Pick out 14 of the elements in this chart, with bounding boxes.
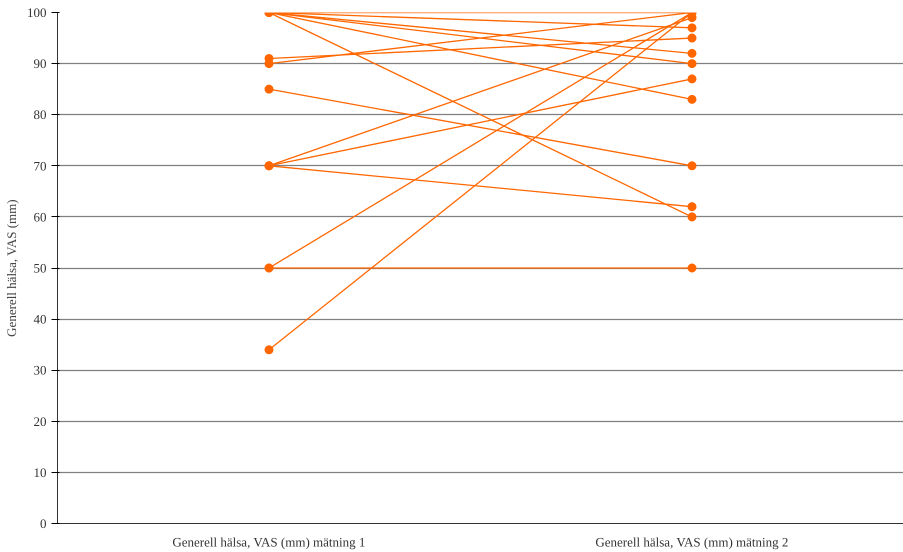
y-tick-label: 40 (34, 312, 46, 327)
y-tick-label: 30 (34, 362, 46, 378)
y-tick-label: 20 (34, 414, 46, 429)
x-tick-label: Generell hälsa, VAS (mm) mätning 1 (172, 534, 366, 550)
y-tick-label: 100 (27, 5, 46, 20)
y-tick-label: 50 (34, 260, 46, 276)
y-tick-label: 70 (34, 158, 46, 174)
y-axis-title: Generell hälsa, VAS (mm) (4, 199, 19, 337)
y-tick-label: 90 (34, 56, 46, 72)
y-tick-label: 80 (34, 107, 46, 122)
y-tick-label: 60 (34, 209, 46, 224)
y-tick-label: 10 (34, 464, 46, 480)
y-tick-label: 0 (40, 516, 46, 531)
x-tick-label: Generell hälsa, VAS (mm) mätning 2 (595, 534, 788, 550)
